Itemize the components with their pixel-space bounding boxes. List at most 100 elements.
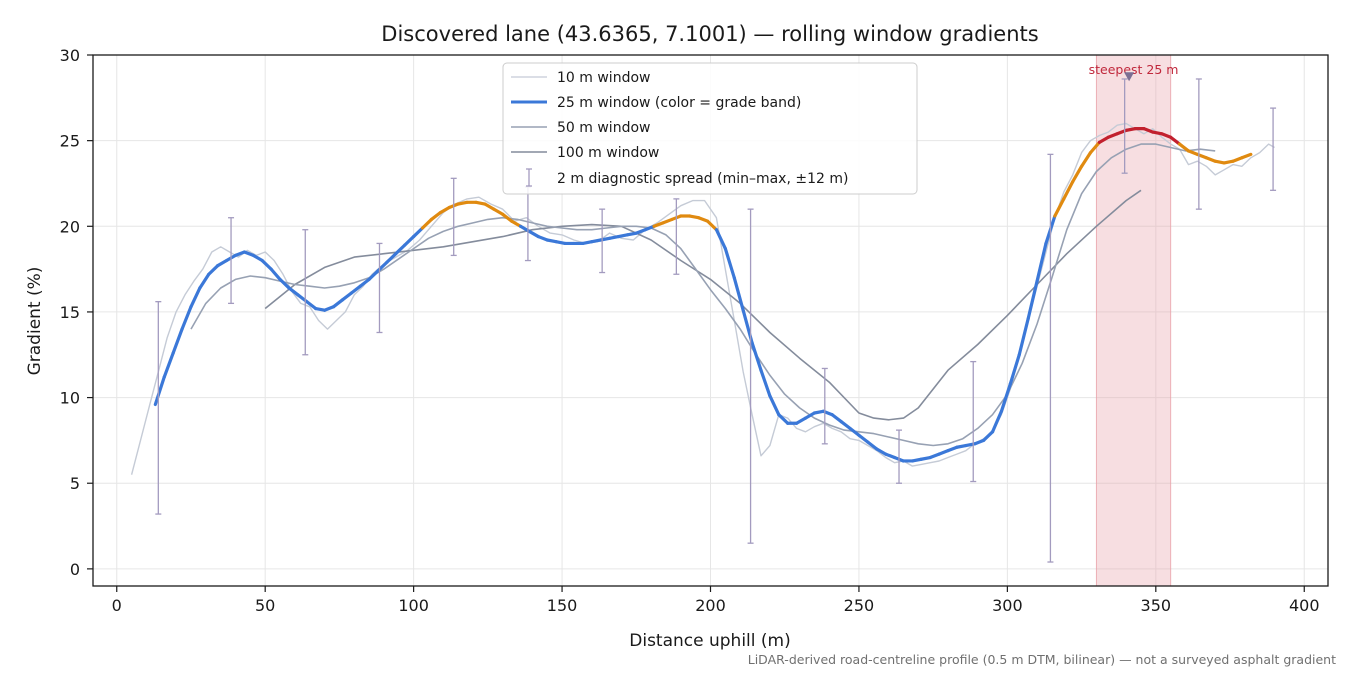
series-25m-segment: [269, 267, 282, 281]
series-25m-segment: [777, 413, 790, 425]
series-25m-segment: [305, 300, 318, 311]
series-25m-segment: [331, 298, 344, 309]
series-25m-segment: [839, 419, 852, 431]
diagnostic-errorbar: [1270, 107, 1277, 191]
series-25m-segment: [429, 210, 442, 222]
series-25m-segment: [990, 409, 1004, 434]
series-50m-window: [190, 143, 1216, 447]
series-25m-segment: [278, 277, 291, 290]
series-25m-segment: [403, 234, 416, 247]
series-25m-segment: [349, 284, 362, 295]
series-25m-segment: [875, 447, 888, 456]
series-25m-segment: [501, 212, 514, 223]
series-25m-segment: [1088, 140, 1102, 155]
legend-label-50m: 50 m window: [557, 120, 650, 136]
x-tick-label: 250: [844, 596, 875, 615]
diagnostic-errorbar: [970, 360, 977, 483]
series-25m-segment: [732, 276, 745, 312]
diagnostic-spread-layer: [155, 72, 1277, 563]
x-tick-label: 150: [547, 596, 578, 615]
steepest-marker: [1124, 72, 1135, 82]
diagnostic-errorbar: [1195, 78, 1202, 210]
series-25m-segment: [171, 327, 184, 355]
series-25m-segment: [394, 243, 407, 256]
steepest-section-label: steepest 25 m: [1089, 62, 1179, 77]
series-25m-segment: [1071, 164, 1084, 184]
series-25m-segment: [723, 246, 736, 280]
x-tick-label: 50: [255, 596, 275, 615]
series-100m-window: [264, 189, 1142, 421]
y-tick-label: 0: [70, 560, 80, 579]
diagnostic-errorbar: [155, 301, 162, 515]
series-25m-segment: [358, 277, 371, 288]
series-25m-segment: [1240, 152, 1253, 160]
x-axis-ticks: 0 50 100 150 200 250 300 350 400: [112, 586, 1320, 615]
x-tick-label: 350: [1141, 596, 1172, 615]
series-25m-segment: [1017, 317, 1030, 357]
x-tick-label: 300: [992, 596, 1023, 615]
series-25m-segment: [1177, 142, 1191, 153]
series-25m-segment: [1169, 135, 1182, 146]
series-25m-segment: [340, 291, 353, 302]
series-25m-segment: [999, 382, 1012, 413]
diagnostic-errorbar: [450, 177, 457, 257]
series-25m-segment: [483, 202, 496, 211]
series-25m-segment: [794, 416, 808, 425]
legend-label-25m: 25 m window (color = grade band): [557, 95, 801, 111]
y-tick-label: 5: [70, 474, 80, 493]
y-tick-label: 15: [60, 303, 80, 322]
x-tick-label: 100: [398, 596, 429, 615]
series-25m-segment: [420, 217, 434, 230]
series-25m-segment: [714, 228, 727, 251]
legend-label-100m: 100 m window: [557, 145, 659, 161]
series-25m-segment: [189, 286, 202, 309]
y-tick-label: 20: [60, 217, 80, 236]
y-axis-label: Gradient (%): [25, 267, 45, 376]
series-25m-segment: [1008, 353, 1021, 386]
series-25m-segment: [1035, 241, 1048, 283]
diagnostic-errorbar: [673, 198, 680, 275]
series-25m-segment: [251, 253, 264, 263]
series-25m-segment: [153, 375, 166, 407]
legend-box: [502, 62, 918, 195]
series-25m-segment: [180, 305, 193, 331]
series-25m-segment: [216, 258, 229, 268]
legend-label-spread: 2 m diagnostic spread (min–max, ±12 m): [557, 171, 848, 187]
y-axis-ticks: 0 5 10 15 20 25 30: [60, 46, 93, 579]
series-25m-segment: [367, 269, 380, 281]
y-tick-label: 25: [60, 132, 80, 151]
series-25m-segment: [982, 430, 995, 443]
series-25m-segment: [1062, 180, 1075, 201]
series-25m-segment: [803, 411, 817, 420]
diagnostic-errorbar: [228, 217, 235, 305]
series-25m-segment: [866, 440, 879, 451]
series-25m-segment: [750, 341, 763, 372]
series-25m-segment: [848, 426, 861, 437]
diagnostic-errorbar: [896, 429, 903, 484]
series-25m-segment: [207, 264, 220, 276]
series-25m-segment: [1079, 151, 1093, 168]
diagnostic-errorbar: [821, 367, 828, 445]
diagnostic-errorbar: [302, 229, 309, 356]
series-25m-segment: [438, 205, 451, 215]
y-tick-label: 10: [60, 389, 80, 408]
series-25m-segment: [1097, 135, 1110, 144]
series-25m-segment: [509, 219, 523, 228]
legend-swatch-spread: [526, 168, 532, 187]
series-25m-segment: [198, 272, 211, 290]
x-tick-label: 200: [695, 596, 726, 615]
series-25m-segment: [412, 226, 425, 239]
series-25m-segment: [287, 286, 300, 297]
x-tick-label: 0: [112, 596, 122, 615]
series-25m-segment: [162, 351, 175, 379]
legend-label-10m: 10 m window: [557, 70, 650, 86]
footnote: LiDAR-derived road-centreline profile (0…: [748, 652, 1336, 667]
chart-title: Discovered lane (43.6365, 7.1001) — roll…: [381, 22, 1038, 46]
plot-area: [130, 72, 1277, 563]
series-25m-segment: [1026, 279, 1039, 321]
series-25m-segment: [857, 433, 870, 444]
diagnostic-errorbar: [599, 208, 606, 274]
series-25m-segment: [759, 368, 772, 398]
y-tick-label: 30: [60, 46, 80, 65]
